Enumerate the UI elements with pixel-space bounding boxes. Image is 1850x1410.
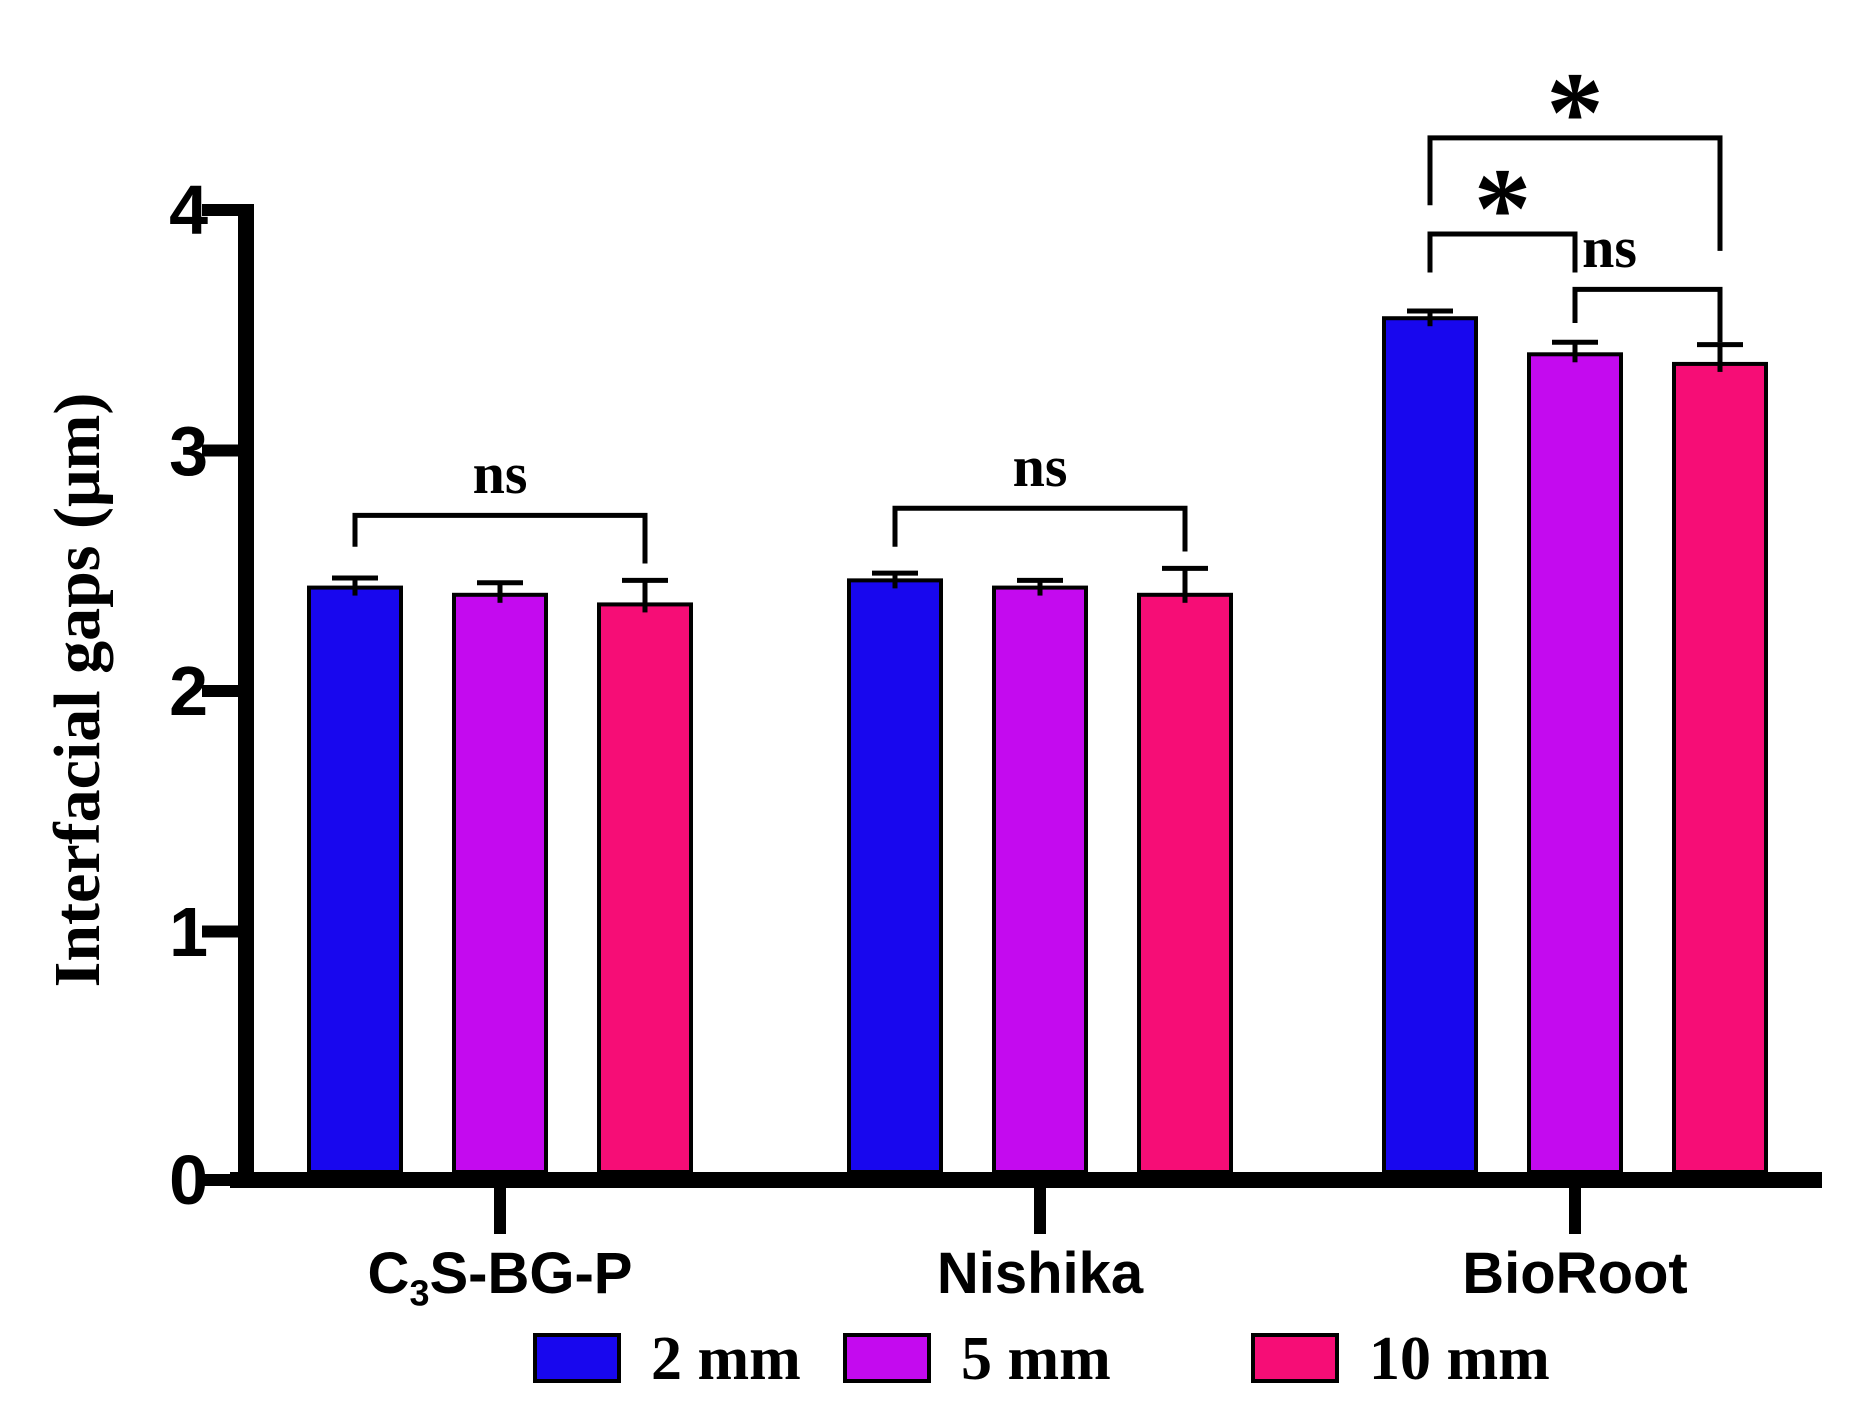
y-tick-1 [202,925,238,938]
bar-C3S-BG-P-10mm [597,602,693,1174]
sig-bracket-2 [1427,135,1723,251]
sig-bracket-4 [1572,286,1723,343]
x-tick-Nishika [1034,1188,1046,1234]
bar-BioRoot-5mm [1527,352,1623,1174]
bar-BioRoot-2mm [1382,316,1478,1175]
y-tick-0 [202,1174,238,1186]
sig-bracket-3 [1427,231,1578,273]
y-tick-3 [202,444,238,457]
x-tick-BioRoot [1569,1188,1581,1234]
y-tick-2 [202,685,238,697]
x-axis-baseline [230,1172,1822,1188]
bar-Nishika-2mm [847,578,943,1174]
x-tick-C3S-BG-P [494,1188,506,1234]
bar-C3S-BG-P-5mm [452,592,548,1174]
bar-BioRoot-10mm [1672,361,1768,1175]
bar-C3S-BG-P-2mm [307,585,403,1174]
y-tick-4 [202,204,238,216]
y-axis-spine [238,204,254,1188]
bar-Nishika-5mm [992,585,1088,1174]
sig-bracket-1 [892,505,1188,552]
bar-Nishika-10mm [1137,592,1233,1174]
sig-bracket-0 [352,512,648,564]
